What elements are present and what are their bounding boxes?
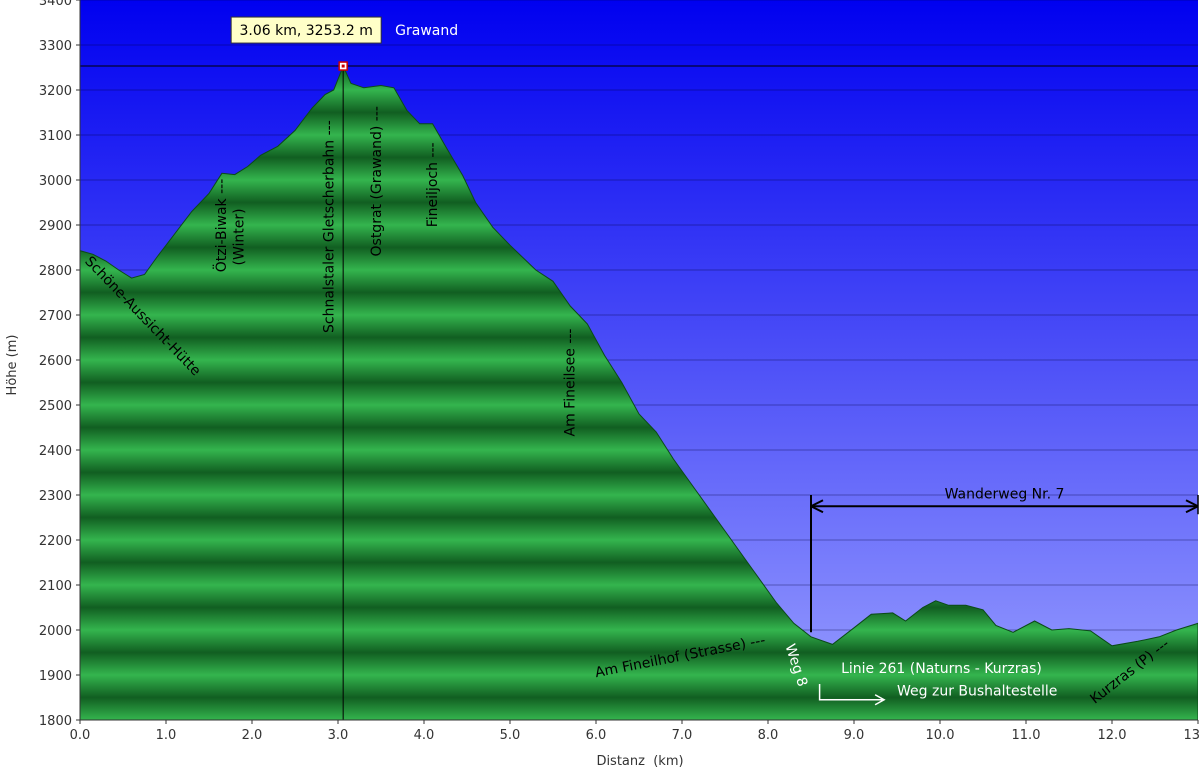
y-tick-label: 2500 [39,399,72,414]
peak-name-label: Grawand [395,23,458,39]
y-tick-label: 3400 [39,0,72,9]
y-tick-label: 2300 [39,489,72,504]
y-tick-label: 2600 [39,354,72,369]
elevation-profile-area [80,64,1198,720]
y-tick-label: 2800 [39,264,72,279]
x-tick-label: 3.0 [328,728,349,743]
x-tick-label: 2.0 [242,728,263,743]
x-tick-label: 11.0 [1012,728,1041,743]
range-arrow-left [810,499,824,514]
range-label: Wanderweg Nr. 7 [945,486,1065,502]
x-tick-label: 5.0 [500,728,521,743]
x-tick-label: 8.0 [758,728,779,743]
y-tick-label: 2000 [39,624,72,639]
bus-stop-arrow [818,684,886,706]
range-arrow-right [1185,499,1199,514]
y-tick-label: 2200 [39,534,72,549]
x-tick-label: 1.0 [156,728,177,743]
y-tick-label: 2400 [39,444,72,459]
x-tick-label: 4.0 [414,728,435,743]
annotation-label: (Winter) [231,208,247,265]
x-tick-label: 9.0 [844,728,865,743]
x-tick-label: 10.0 [926,728,955,743]
annotation-label: Weg zur Bushaltestelle [897,683,1057,699]
annotation-label: Schnalstaler Gletscherbahn --- [322,120,338,333]
y-axis-ticks: 1800 1900 2000 2100 2200 2300 2400 2500 2600 2700… [39,0,80,729]
y-tick-label: 3100 [39,129,72,144]
y-tick-label: 2100 [39,579,72,594]
y-tick-label: 3000 [39,174,72,189]
y-tick-label: 2700 [39,309,72,324]
annotation-label: Fineiljoch --- [425,142,441,227]
x-axis-ticks: 0.0 1.0 2.0 3.0 4.0 5.0 6.0 7.0 8.0 9.0 10.0 11.0 12… [70,720,1200,743]
x-tick-label: 0.0 [70,728,91,743]
peak-point-center [341,64,345,68]
x-axis-label: Distanz (km) [596,754,683,769]
y-tick-label: 3200 [39,84,72,99]
marker-tooltip-text: 3.06 km, 3253.2 m [239,23,372,39]
x-tick-label: 7.0 [672,728,693,743]
x-tick-label: 13.0 [1184,728,1200,743]
y-axis-label: Höhe (m) [5,335,20,396]
x-tick-label: 6.0 [586,728,607,743]
y-tick-label: 2900 [39,219,72,234]
marker-crosshair [80,65,1198,720]
y-tick-label: 3300 [39,39,72,54]
x-tick-label: 12.0 [1098,728,1127,743]
annotation-label: Ostgrat (Grawand) --- [369,106,385,256]
y-tick-label: 1800 [39,714,72,729]
range-annotation: Wanderweg Nr. 7 [810,486,1199,633]
peak-marker[interactable]: 3.06 km, 3253.2 m Grawand [230,16,458,71]
y-tick-label: 1900 [39,669,72,684]
annotation-label: Linie 261 (Naturns - Kurzras) [841,661,1042,677]
annotation-label: Ötzi-Biwak --- [212,179,230,273]
annotation-label: Am Fineilsee --- [563,329,579,437]
marker-tooltip [230,16,382,44]
